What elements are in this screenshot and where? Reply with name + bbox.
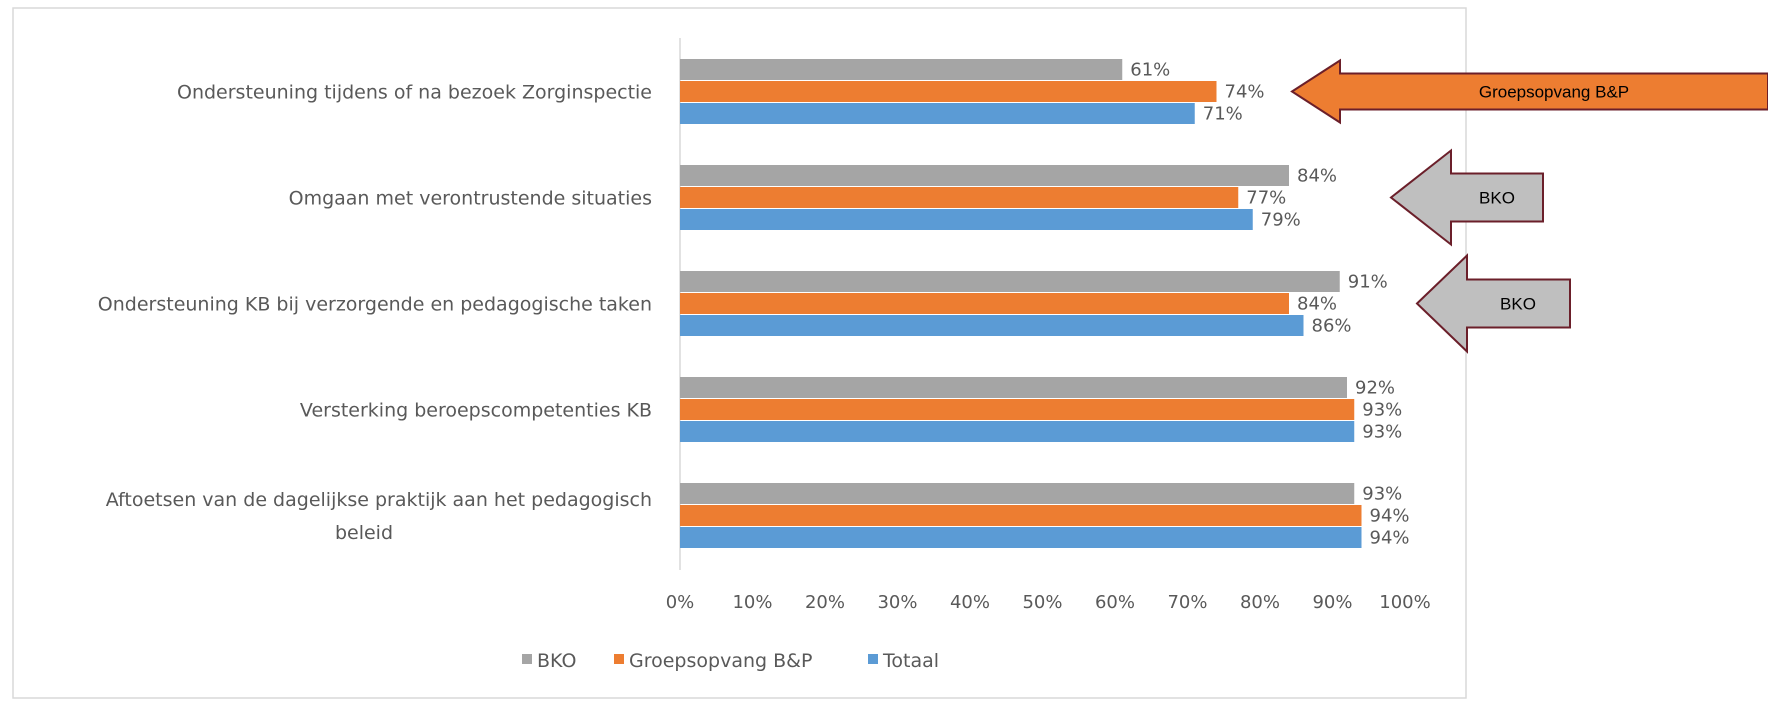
category-label: Ondersteuning tijdens of na bezoek Zorgi… [177, 82, 652, 104]
legend-swatch [614, 654, 624, 664]
bar [680, 421, 1355, 442]
tick-label: 0% [666, 592, 695, 613]
data-label: 86% [1312, 316, 1352, 337]
bar [680, 271, 1340, 292]
callout-arrow [1415, 253, 1571, 354]
data-label: 93% [1362, 400, 1402, 421]
legend-swatch [522, 654, 532, 664]
bars [680, 59, 1362, 548]
data-label: 74% [1225, 82, 1265, 103]
category-label: Omgaan met verontrustende situaties [289, 188, 652, 210]
data-label: 61% [1130, 60, 1170, 81]
chart-area-border [12, 7, 1467, 699]
tick-label: 20% [805, 592, 845, 613]
category-label: beleid [335, 522, 393, 544]
callout-label: BKO [1479, 189, 1515, 208]
category-label: Aftoetsen van de dagelijkse praktijk aan… [106, 489, 652, 511]
bar [680, 315, 1304, 336]
legend-label: BKO [537, 650, 576, 672]
category-label: Versterking beroepscompetenties KB [300, 400, 652, 422]
bar [680, 399, 1355, 420]
data-labels: 61%74%71%84%77%79%91%84%86%92%93%93%93%9… [1130, 60, 1409, 549]
data-label: 94% [1370, 506, 1410, 527]
x-axis-tick-labels: 0% 10% 20% 30% 40% 50% 60% 70% 80% 90% 100% [666, 592, 1431, 613]
tick-label: 40% [950, 592, 990, 613]
data-label: 92% [1355, 378, 1395, 399]
bar [680, 483, 1355, 504]
legend-swatch [868, 654, 878, 664]
bar [680, 527, 1362, 548]
callout-arrow [1290, 58, 1768, 125]
bar [680, 505, 1362, 526]
bar [680, 81, 1217, 102]
callout-arrows: Groepsopvang B&P BKO BKO [1290, 58, 1768, 354]
category-label: Ondersteuning KB bij verzorgende en peda… [98, 294, 652, 316]
bar [680, 59, 1123, 80]
tick-label: 10% [732, 592, 772, 613]
data-label: 71% [1203, 104, 1243, 125]
bar [680, 377, 1347, 398]
bar [680, 293, 1289, 314]
callout-arrow [1389, 148, 1544, 247]
tick-label: 70% [1167, 592, 1207, 613]
legend-label: Totaal [882, 650, 939, 672]
bar [680, 209, 1253, 230]
bar [680, 103, 1195, 124]
tick-label: 60% [1095, 592, 1135, 613]
tick-label: 80% [1240, 592, 1280, 613]
tick-label: 30% [877, 592, 917, 613]
legend-label: Groepsopvang B&P [629, 650, 812, 672]
data-label: 93% [1362, 422, 1402, 443]
data-label: 84% [1297, 166, 1337, 187]
tick-label: 90% [1312, 592, 1352, 613]
bar [680, 165, 1289, 186]
callout-label: Groepsopvang B&P [1479, 83, 1629, 102]
data-label: 77% [1246, 188, 1286, 209]
data-label: 79% [1261, 210, 1301, 231]
bar [680, 187, 1239, 208]
callout-label: BKO [1500, 295, 1536, 314]
data-label: 93% [1362, 484, 1402, 505]
tick-label: 100% [1379, 592, 1430, 613]
legend: BKO Groepsopvang B&P Totaal [522, 650, 939, 672]
data-label: 91% [1348, 272, 1388, 293]
tick-label: 50% [1022, 592, 1062, 613]
category-labels: Ondersteuning tijdens of na bezoek Zorgi… [98, 82, 652, 545]
data-label: 94% [1370, 528, 1410, 549]
data-label: 84% [1297, 294, 1337, 315]
